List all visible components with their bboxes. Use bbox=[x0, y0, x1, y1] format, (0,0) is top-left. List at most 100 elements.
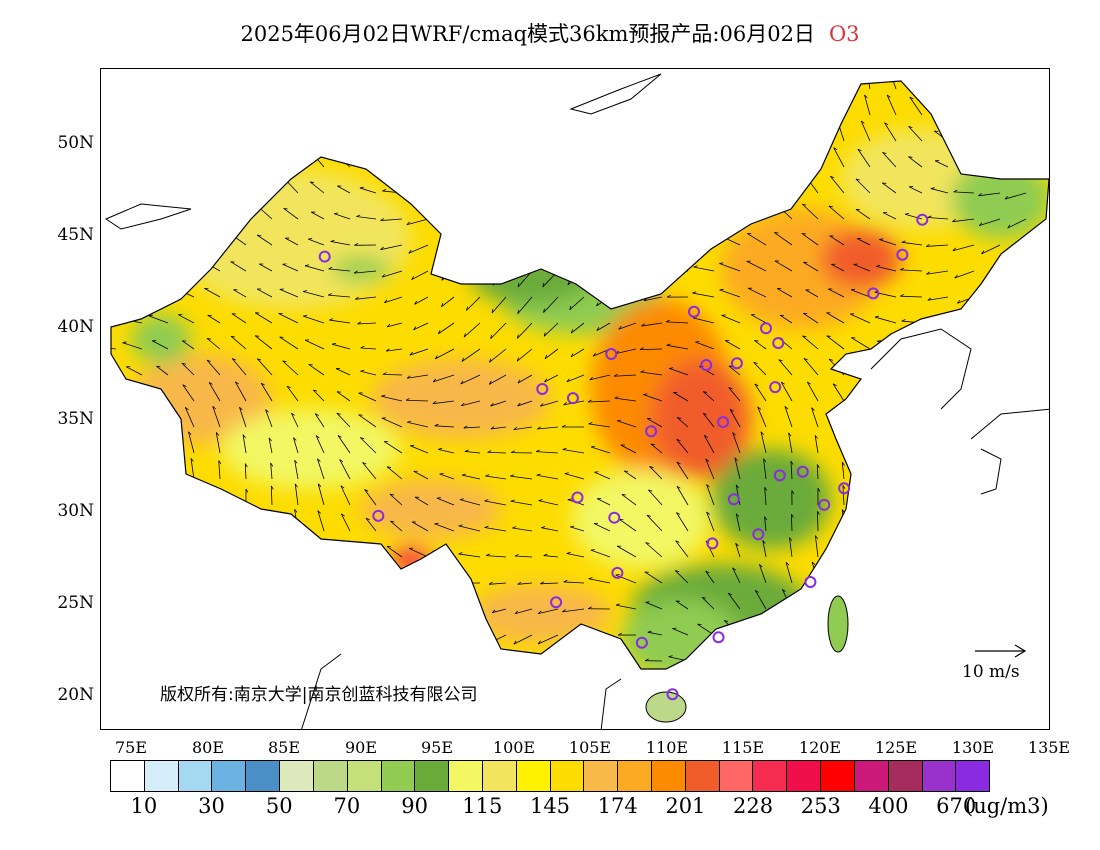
station-marker bbox=[818, 498, 831, 511]
wind-arrow-head bbox=[406, 221, 410, 226]
colorbar-swatch bbox=[854, 761, 889, 791]
wind-arrow-head bbox=[762, 540, 766, 544]
wind-arrow bbox=[934, 160, 949, 168]
wind-arrow bbox=[780, 381, 793, 402]
wind-arrow-head bbox=[387, 466, 392, 468]
wind-arrow-head bbox=[842, 485, 846, 489]
wind-arrow-head bbox=[814, 435, 818, 439]
colorbar-swatch bbox=[584, 761, 619, 791]
wind-arrow-head bbox=[354, 296, 359, 300]
wind-arrow bbox=[735, 484, 741, 506]
wind-arrow-head bbox=[811, 561, 816, 565]
wind-arrow bbox=[461, 474, 481, 480]
wind-arrow bbox=[816, 511, 819, 532]
colorbar-swatch bbox=[482, 761, 517, 791]
wind-arrow bbox=[309, 181, 325, 194]
wind-arrow bbox=[645, 601, 663, 610]
wind-arrow bbox=[434, 425, 455, 428]
wind-arrow bbox=[563, 581, 585, 584]
wind-arrow-head bbox=[333, 212, 339, 215]
wind-arrow bbox=[384, 296, 403, 304]
wind-arrow bbox=[908, 126, 923, 142]
wind-arrow-head bbox=[953, 189, 958, 193]
wind-arrow bbox=[562, 608, 585, 613]
wind-arrow bbox=[407, 421, 429, 428]
wind-arrow bbox=[705, 570, 715, 584]
colorbar-swatch bbox=[347, 761, 382, 791]
wind-arrow-head bbox=[407, 420, 412, 423]
wind-arrow-head bbox=[952, 247, 957, 251]
lon-label: 115E bbox=[721, 738, 765, 757]
wind-arrow-head bbox=[282, 360, 287, 363]
wind-arrow-head bbox=[514, 553, 519, 557]
copyright-text: 版权所有:南京大学|南京创蓝科技有限公司 bbox=[160, 685, 478, 705]
wind-arrow-head bbox=[650, 443, 655, 446]
wind-arrow-head bbox=[517, 402, 521, 407]
wind-arrow bbox=[178, 314, 195, 324]
wind-arrow-head bbox=[735, 513, 740, 517]
wind-arrow-head bbox=[190, 458, 194, 462]
wind-arrow bbox=[615, 348, 637, 355]
map-area[interactable] bbox=[100, 68, 1050, 730]
wind-arrow-head bbox=[760, 431, 764, 435]
lat-label: 25N bbox=[57, 593, 94, 613]
wind-arrow bbox=[414, 496, 429, 506]
wind-arrow-head bbox=[882, 182, 887, 184]
wind-arrow bbox=[675, 600, 689, 610]
wind-arrow-head bbox=[567, 498, 572, 501]
station-marker bbox=[804, 576, 817, 589]
monitoring-stations bbox=[318, 213, 929, 701]
wind-arrow bbox=[441, 296, 455, 308]
colorbar-tick-label: 90 bbox=[401, 794, 428, 818]
lon-label: 135E bbox=[1027, 738, 1071, 757]
coastline bbox=[970, 408, 1049, 440]
wind-arrow bbox=[729, 409, 741, 428]
wind-arrow-head bbox=[510, 499, 515, 502]
wind-arrow-head bbox=[706, 511, 710, 515]
wind-arrow-head bbox=[817, 487, 821, 492]
wind-arrow bbox=[432, 400, 455, 405]
wind-arrow bbox=[436, 497, 455, 506]
wind-arrow bbox=[672, 628, 689, 636]
wind-arrow bbox=[190, 458, 195, 480]
wind-arrow bbox=[643, 394, 663, 402]
wind-arrow bbox=[270, 462, 273, 480]
wind-arrow-head bbox=[763, 458, 767, 463]
colorbar-swatch bbox=[787, 761, 822, 791]
wind-arrow bbox=[340, 513, 351, 532]
wind-arrow bbox=[188, 431, 195, 454]
station-marker bbox=[536, 382, 549, 395]
wind-arrow bbox=[254, 312, 273, 324]
wind-arrow bbox=[406, 218, 429, 226]
wind-arrow bbox=[538, 500, 559, 506]
wind-arrow-head bbox=[764, 487, 768, 491]
wind-arrow-head bbox=[341, 513, 345, 517]
wind-arrow bbox=[283, 208, 299, 220]
wind-arrow bbox=[362, 462, 377, 480]
wind-arrow bbox=[381, 417, 403, 428]
wind-arrow bbox=[784, 406, 793, 428]
wind-arrow bbox=[874, 316, 897, 324]
wind-arrow bbox=[763, 458, 767, 480]
wind-arrow bbox=[619, 518, 637, 532]
station-marker bbox=[666, 688, 679, 701]
wind-arrow-head bbox=[570, 525, 575, 528]
wind-arrow bbox=[801, 233, 819, 246]
wind-arrow-head bbox=[315, 435, 320, 439]
wind-arrow bbox=[360, 347, 377, 350]
wind-arrow bbox=[676, 461, 689, 480]
wind-arrow-head bbox=[676, 439, 681, 442]
wind-arrow-head bbox=[1007, 224, 1011, 229]
wind-arrow-head bbox=[735, 542, 739, 547]
wind-arrow-head bbox=[647, 630, 652, 633]
wind-arrow bbox=[510, 500, 533, 506]
colorbar-swatch bbox=[685, 761, 720, 791]
wind-arrow bbox=[256, 288, 273, 298]
wind-arrow bbox=[803, 358, 819, 376]
wind-arrow bbox=[701, 596, 715, 610]
wind-arrow bbox=[669, 368, 689, 376]
wind-arrow bbox=[842, 485, 845, 506]
wind-arrow bbox=[488, 374, 507, 385]
wind-arrow-head bbox=[728, 592, 733, 596]
wind-arrow bbox=[537, 634, 559, 645]
